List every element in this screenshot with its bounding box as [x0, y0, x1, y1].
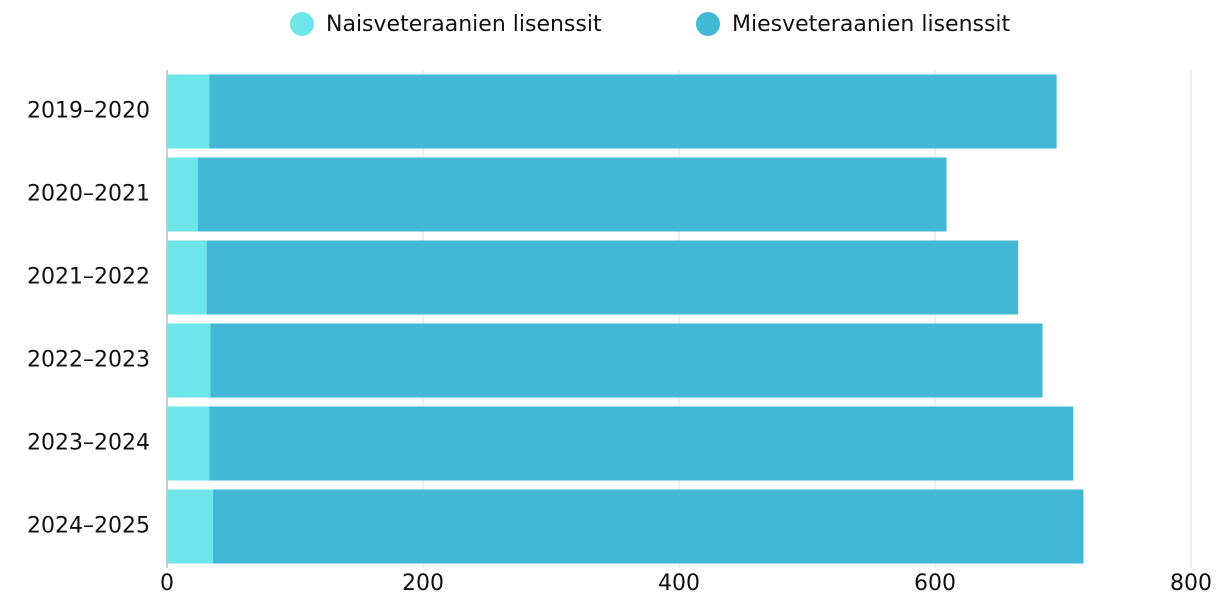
- legend-swatch: [696, 12, 720, 36]
- bar-segment: [167, 157, 198, 232]
- x-tick-label: 200: [402, 571, 444, 594]
- bar-segment: [167, 489, 214, 564]
- bar-segment: [209, 406, 1074, 481]
- bar-segment: [167, 406, 210, 481]
- x-tick-label: 800: [1170, 571, 1212, 594]
- y-tick-label: 2021–2022: [27, 265, 150, 290]
- legend-label: Naisveteraanien lisenssit: [326, 12, 602, 37]
- bar-segment: [197, 157, 947, 232]
- x-tick-label: 0: [160, 571, 174, 594]
- legend-swatch: [290, 12, 314, 36]
- y-tick-label: 2022–2023: [27, 348, 150, 373]
- legend-label: Miesveteraanien lisenssit: [732, 12, 1011, 37]
- bar-segment: [213, 489, 1084, 564]
- bar-segment: [167, 323, 211, 398]
- bar-segment: [210, 323, 1043, 398]
- bar-segment: [167, 74, 210, 149]
- bar-segment: [206, 240, 1019, 315]
- y-tick-label: 2023–2024: [27, 431, 150, 456]
- bar-segment: [167, 240, 207, 315]
- bar-segment: [209, 74, 1057, 149]
- x-tick-label: 600: [914, 571, 956, 594]
- y-tick-label: 2020–2021: [27, 182, 150, 207]
- y-tick-label: 2019–2020: [27, 99, 150, 124]
- x-tick-label: 400: [658, 571, 700, 594]
- y-tick-label: 2024–2025: [27, 514, 150, 539]
